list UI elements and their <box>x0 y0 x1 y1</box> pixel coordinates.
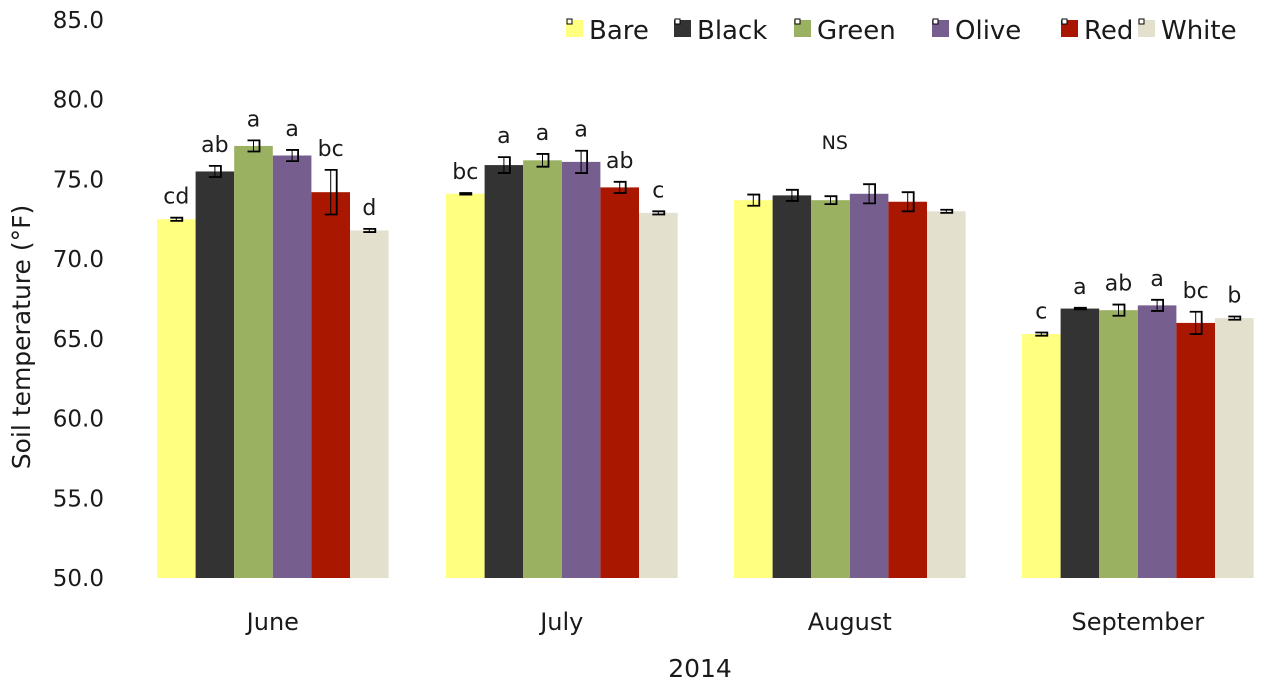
significance-label: bc <box>1183 279 1209 304</box>
x-axis-title: 2014 <box>668 654 732 683</box>
significance-label: ab <box>201 133 228 158</box>
significance-label: c <box>652 178 664 203</box>
significance-label: a <box>574 118 587 143</box>
significance-label: b <box>1227 284 1241 309</box>
legend-marker <box>1138 18 1145 25</box>
bar-red <box>311 192 350 578</box>
bar-white <box>927 211 966 579</box>
error-bar <box>863 183 876 205</box>
bar-red <box>1176 322 1215 578</box>
y-tick-label: 80.0 <box>53 88 104 114</box>
y-axis-ticks: 50.0 55.0 60.0 65.0 70.0 75.0 80.0 85.0 <box>53 8 104 592</box>
significance-label: a <box>1150 267 1163 292</box>
category-label: August <box>808 608 892 636</box>
bar-black <box>484 165 524 578</box>
bar-bare <box>734 200 773 578</box>
legend-label-bare: Bare <box>589 16 649 46</box>
bar-olive <box>272 155 312 578</box>
significance-label: a <box>247 107 260 132</box>
category-label: June <box>245 608 299 636</box>
significance-label: a <box>497 124 510 149</box>
bar-white <box>639 212 678 578</box>
y-tick-label: 75.0 <box>53 167 104 193</box>
bar-black <box>195 171 235 578</box>
significance-label: ab <box>606 149 633 174</box>
legend-marker <box>794 18 801 25</box>
significance-label: c <box>1035 299 1047 324</box>
bar-red <box>888 201 927 578</box>
category-label: July <box>538 608 583 636</box>
bar-white <box>1215 318 1254 578</box>
bars <box>157 145 1254 579</box>
bar-olive <box>849 193 889 578</box>
category-label: September <box>1071 608 1204 636</box>
significance-label: cd <box>163 185 189 210</box>
y-tick-label: 60.0 <box>53 407 104 433</box>
legend-label-olive: Olive <box>955 16 1021 46</box>
bar-green <box>811 200 850 578</box>
y-tick-label: 50.0 <box>53 566 104 592</box>
significance-label: bc <box>452 160 478 185</box>
significance-label: a <box>285 117 298 142</box>
significance-label: a <box>1073 275 1086 300</box>
bar-bare <box>446 193 485 578</box>
bar-bare <box>157 219 196 579</box>
bar-green <box>1099 310 1138 578</box>
bar-olive <box>1137 305 1177 578</box>
bar-black <box>772 195 812 578</box>
legend-marker <box>932 18 939 25</box>
y-axis-title: Soil temperature (°F) <box>7 205 36 469</box>
legend: Bare Black Green Olive Red White <box>566 16 1237 46</box>
legend-label-red: Red <box>1084 16 1133 46</box>
bar-green <box>234 145 273 578</box>
group-annotation: NS <box>822 132 848 154</box>
x-axis-categories: June July August September <box>245 608 1205 636</box>
legend-marker <box>566 18 573 25</box>
error-bar <box>652 210 666 216</box>
bar-olive <box>561 161 601 579</box>
bar-green <box>523 160 562 578</box>
bar-white <box>350 230 389 578</box>
legend-label-white: White <box>1161 16 1237 46</box>
bar-red <box>600 187 639 578</box>
significance-label: bc <box>318 137 344 162</box>
significance-label: a <box>536 121 549 146</box>
legend-label-black: Black <box>697 16 767 46</box>
y-tick-label: 55.0 <box>53 486 104 512</box>
y-tick-label: 65.0 <box>53 327 104 353</box>
error-bar <box>1228 315 1242 321</box>
legend-marker <box>674 18 681 25</box>
bar-black <box>1060 308 1100 578</box>
legend-marker <box>1061 18 1068 25</box>
y-tick-label: 70.0 <box>53 247 104 273</box>
error-bars <box>170 139 1242 337</box>
legend-label-green: Green <box>817 16 896 46</box>
bar-bare <box>1022 334 1061 578</box>
significance-label: d <box>362 196 376 221</box>
significance-label: ab <box>1105 272 1132 297</box>
y-tick-label: 85.0 <box>53 8 104 34</box>
